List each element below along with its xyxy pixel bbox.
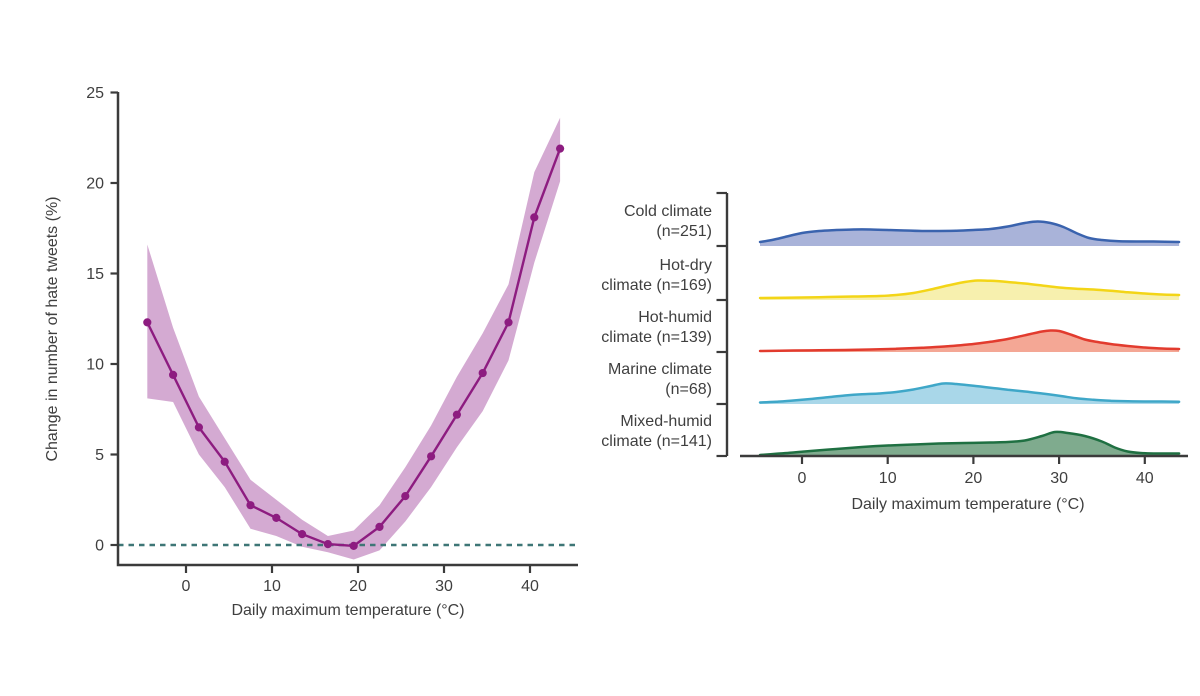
ridge-label-line1: Hot-humid [638,309,712,326]
hate-tweets-line-chart: 0 5 10 15 20 25 0 10 20 30 40 Change in number of … [44,85,578,619]
x-tick-label: 10 [263,578,281,595]
climate-ridgeline-chart: Cold climate (n=251) Hot-dry climate (n=169… [601,191,1188,513]
left-y-axis-title: Change in number of hate tweets (%) [44,196,61,461]
x-tick-label: 20 [965,470,983,487]
data-point-marker [143,318,152,327]
x-tick-label: 0 [798,470,807,487]
data-point-marker [556,144,565,153]
data-point-marker [298,530,307,539]
ridge-label-line1: Cold climate [624,203,712,220]
x-tick-label: 40 [521,578,539,595]
data-point-marker [194,423,203,432]
data-point-marker [530,213,539,222]
data-point-marker [349,541,358,551]
ridge-line-1 [758,279,1181,300]
ridge-label-line2: (n=251) [656,223,712,240]
x-tick-label: 40 [1136,470,1154,487]
ridge-line-4 [758,430,1181,457]
data-point-marker [169,370,178,379]
y-tick-label: 5 [95,447,104,464]
data-point-marker [323,539,332,549]
ridge-label-line1: Mixed-humid [620,413,712,430]
ridge-label-line2: (n=68) [665,381,712,398]
ridge-label-line2: climate (n=139) [601,329,712,346]
y-tick-label: 0 [95,538,104,555]
x-tick-label: 30 [1050,470,1068,487]
data-point-marker [478,368,487,378]
right-x-axis-title: Daily maximum temperature (°C) [851,496,1084,513]
data-point-marker [427,452,436,461]
data-point-marker [452,410,461,419]
data-point-marker [220,457,229,466]
left-x-axis-title: Daily maximum temperature (°C) [231,602,464,619]
ridge-label-line1: Marine climate [608,361,712,378]
confidence-band [147,117,561,560]
data-point-marker [375,522,384,532]
x-tick-label: 10 [879,470,897,487]
ridge-area-0 [760,221,1180,246]
x-tick-label: 30 [435,578,453,595]
x-tick-label: 20 [349,578,367,595]
data-point-marker [246,501,255,510]
ridge-area-2 [760,330,1180,352]
ridge-label-line2: climate (n=141) [601,433,712,450]
x-tick-label: 0 [182,578,191,595]
y-tick-label: 10 [86,357,104,374]
right-plot-area: Cold climate (n=251) Hot-dry climate (n=169… [601,191,1188,487]
y-tick-label: 20 [86,176,104,193]
ridge-area-1 [760,280,1180,300]
left-plot-area: 0 5 10 15 20 25 0 10 20 30 40 [86,85,578,595]
data-point-marker [401,492,410,501]
data-point-marker [504,318,513,327]
ridge-label-line1: Hot-dry [660,257,712,274]
ridge-line-3 [758,382,1181,404]
ridge-line-0 [758,220,1181,244]
y-tick-label: 15 [86,266,104,283]
y-tick-label: 25 [86,85,104,102]
left-axes [116,92,578,567]
ridge-label-line2: climate (n=169) [601,277,712,294]
data-point-marker [272,513,281,522]
ridge-line-2 [758,329,1181,353]
